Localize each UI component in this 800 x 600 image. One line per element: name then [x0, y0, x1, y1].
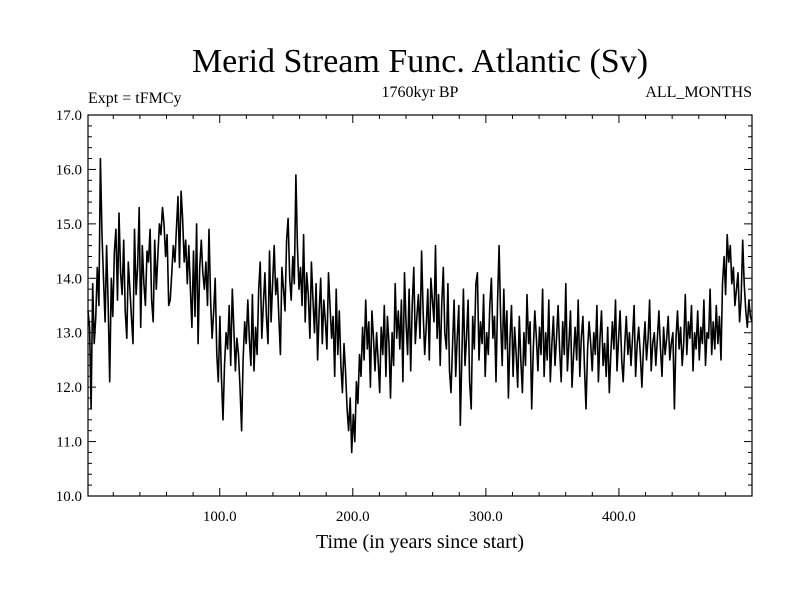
- experiment-label: Expt = tFMCy: [88, 90, 181, 107]
- y-axis: 10.0 11.0 12.0 13.0 14.0 15.0 16.0 17.0: [56, 108, 752, 505]
- x-tick-label: 200.0: [336, 509, 370, 525]
- y-tick-label: 16.0: [56, 162, 82, 178]
- y-tick-label: 10.0: [56, 489, 82, 505]
- x-axis: 100.0 200.0 300.0 400.0: [112, 115, 753, 525]
- y-tick-label: 15.0: [56, 217, 82, 233]
- y-tick-label: 11.0: [56, 435, 82, 451]
- x-tick-label: 400.0: [602, 509, 636, 525]
- months-label: ALL_MONTHS: [645, 84, 752, 101]
- y-tick-label: 13.0: [56, 326, 82, 342]
- x-axis-label: Time (in years since start): [316, 531, 524, 553]
- y-tick-label: 17.0: [56, 108, 82, 124]
- period-label: 1760kyr BP: [382, 84, 459, 101]
- series-line: [87, 157, 753, 454]
- plot-frame: [87, 114, 753, 497]
- chart-title: Merid Stream Func. Atlantic (Sv): [192, 43, 648, 80]
- x-tick-label: 300.0: [469, 509, 503, 525]
- y-tick-label: 14.0: [56, 271, 82, 287]
- y-tick-label: 12.0: [56, 380, 82, 396]
- x-tick-label: 100.0: [203, 509, 237, 525]
